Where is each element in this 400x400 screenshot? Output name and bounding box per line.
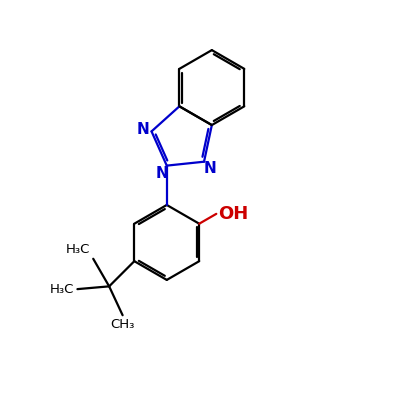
Text: CH₃: CH₃ bbox=[110, 318, 135, 331]
Text: N: N bbox=[156, 166, 169, 181]
Text: OH: OH bbox=[218, 205, 248, 223]
Text: N: N bbox=[204, 161, 216, 176]
Text: N: N bbox=[137, 122, 150, 137]
Text: H₃C: H₃C bbox=[50, 283, 74, 296]
Text: H₃C: H₃C bbox=[66, 243, 90, 256]
